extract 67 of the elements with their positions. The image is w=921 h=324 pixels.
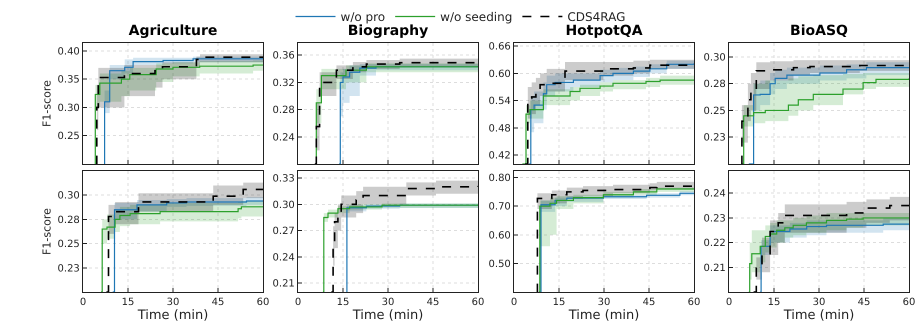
legend-label: w/o seeding xyxy=(440,10,512,24)
x-axis-title: Time (min) xyxy=(568,308,640,324)
x-tick-label: 45 xyxy=(426,297,440,308)
y-tick-label: 0.40 xyxy=(58,46,80,58)
x-tick-label: 30 xyxy=(812,297,826,308)
x-tick-label: 60 xyxy=(902,297,916,308)
y-tick-label: 0.33 xyxy=(272,174,295,185)
y-tick-label: 0.80 xyxy=(488,173,511,184)
x-tick-label: 15 xyxy=(768,297,780,308)
x-tick-label: 30 xyxy=(598,297,610,308)
y-tick-label: 0.23 xyxy=(704,213,726,224)
y-tick-label: 0.50 xyxy=(488,258,511,270)
y-tick-label: 0.30 xyxy=(58,190,80,202)
y-tick-label: 0.23 xyxy=(704,132,726,144)
y-tick-label: 0.48 xyxy=(488,123,511,134)
legend-label: CDS4RAG xyxy=(567,10,626,24)
y-tick-label: 0.32 xyxy=(272,78,295,89)
y-tick-label: 0.36 xyxy=(272,50,295,62)
y-tick-label: 0.23 xyxy=(58,263,80,274)
y-tick-label: 0.60 xyxy=(488,230,511,242)
chart-title: HotpotQA xyxy=(565,22,643,39)
x-tick-label: 15 xyxy=(336,297,350,308)
y-tick-label: 0.54 xyxy=(488,96,511,108)
x-tick-label: 30 xyxy=(382,297,394,308)
y-axis-title: F1-score xyxy=(40,208,54,255)
x-tick-label: 0 xyxy=(294,297,302,308)
y-tick-label: 0.30 xyxy=(58,102,80,114)
x-tick-label: 15 xyxy=(552,297,566,308)
y-tick-label: 0.24 xyxy=(704,188,726,200)
y-tick-label: 0.66 xyxy=(488,42,511,53)
x-tick-label: 60 xyxy=(256,297,270,308)
y-tick-label: 0.28 xyxy=(58,214,80,226)
x-axis-title: Time (min) xyxy=(136,308,208,324)
y-tick-label: 0.25 xyxy=(704,106,726,117)
x-tick-label: 0 xyxy=(80,297,86,308)
chart-title: Agriculture xyxy=(128,22,218,39)
y-tick-label: 0.28 xyxy=(704,79,726,90)
y-axis-title: F1-score xyxy=(40,80,54,127)
x-axis-title: Time (min) xyxy=(782,308,854,324)
y-tick-label: 0.30 xyxy=(704,52,726,64)
y-tick-label: 0.21 xyxy=(272,278,295,290)
y-tick-label: 0.42 xyxy=(488,150,511,162)
y-tick-label: 0.21 xyxy=(704,262,726,274)
x-tick-label: 45 xyxy=(212,297,224,308)
y-tick-label: 0.25 xyxy=(58,131,80,142)
y-tick-label: 0.60 xyxy=(488,68,511,80)
y-tick-label: 0.28 xyxy=(272,105,295,116)
x-tick-label: 45 xyxy=(642,297,656,308)
y-tick-label: 0.24 xyxy=(272,252,295,264)
chart-title: BioASQ xyxy=(790,22,848,39)
y-tick-label: 0.22 xyxy=(704,238,726,250)
x-tick-label: 0 xyxy=(726,297,732,308)
x-tick-label: 0 xyxy=(510,297,518,308)
y-tick-label: 0.24 xyxy=(272,132,295,144)
x-tick-label: 60 xyxy=(472,297,484,308)
x-tick-label: 45 xyxy=(858,297,870,308)
y-tick-label: 0.25 xyxy=(58,239,80,250)
y-tick-label: 0.27 xyxy=(272,226,295,238)
legend-label: w/o pro xyxy=(340,10,386,24)
x-tick-label: 30 xyxy=(166,297,180,308)
y-tick-label: 0.35 xyxy=(58,74,80,86)
y-tick-label: 0.30 xyxy=(272,200,295,211)
x-tick-label: 15 xyxy=(122,297,134,308)
x-axis-title: Time (min) xyxy=(352,308,424,324)
y-tick-label: 0.70 xyxy=(488,202,511,213)
x-tick-label: 60 xyxy=(688,297,700,308)
chart-title: Biography xyxy=(348,22,428,39)
